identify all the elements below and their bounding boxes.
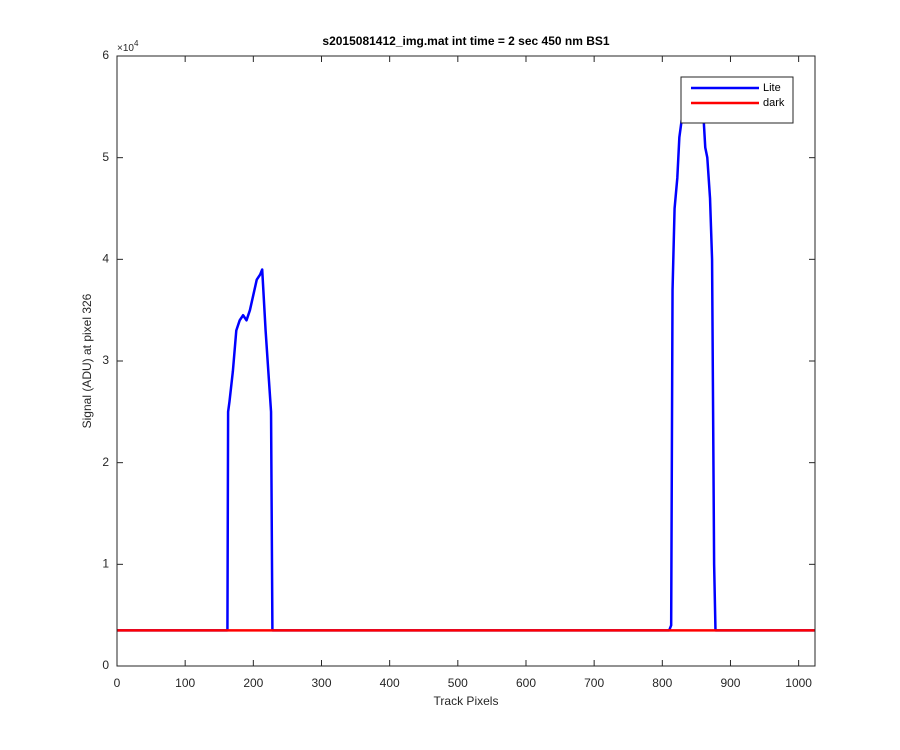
x-tick-label: 900 [720, 676, 740, 690]
x-tick-label: 500 [448, 676, 468, 690]
plot-frame [116, 55, 816, 667]
y-tick-label: 4 [102, 252, 109, 266]
y-multiplier: ×104 [117, 39, 139, 54]
y-tick-label: 6 [102, 48, 109, 62]
y-tick-label: 2 [102, 455, 109, 469]
x-tick-label: 0 [114, 676, 121, 690]
legend-label: Lite [763, 82, 781, 94]
y-multiplier-base: ×10 [117, 43, 134, 54]
x-axis-label: Track Pixels [434, 694, 499, 708]
legend: Lite dark [680, 76, 794, 124]
x-tick-label: 100 [175, 676, 195, 690]
y-tick-label: 5 [102, 150, 109, 164]
y-axis-label: Signal (ADU) at pixel 326 [80, 293, 94, 428]
chart-title: s2015081412_img.mat int time = 2 sec 450… [322, 34, 609, 48]
legend-label: dark [763, 97, 785, 109]
x-tick-label: 400 [380, 676, 400, 690]
y-tick-label: 1 [102, 557, 109, 571]
legend-box [680, 76, 794, 124]
x-tick-label: 1000 [785, 676, 812, 690]
x-tick-label: 200 [243, 676, 263, 690]
y-tick-label: 3 [102, 353, 109, 367]
y-tick-label: 0 [102, 658, 109, 672]
x-tick-label: 600 [516, 676, 536, 690]
x-tick-label: 700 [584, 676, 604, 690]
x-tick-label: 300 [311, 676, 331, 690]
x-tick-label: 800 [652, 676, 672, 690]
y-multiplier-exponent: 4 [134, 39, 139, 48]
